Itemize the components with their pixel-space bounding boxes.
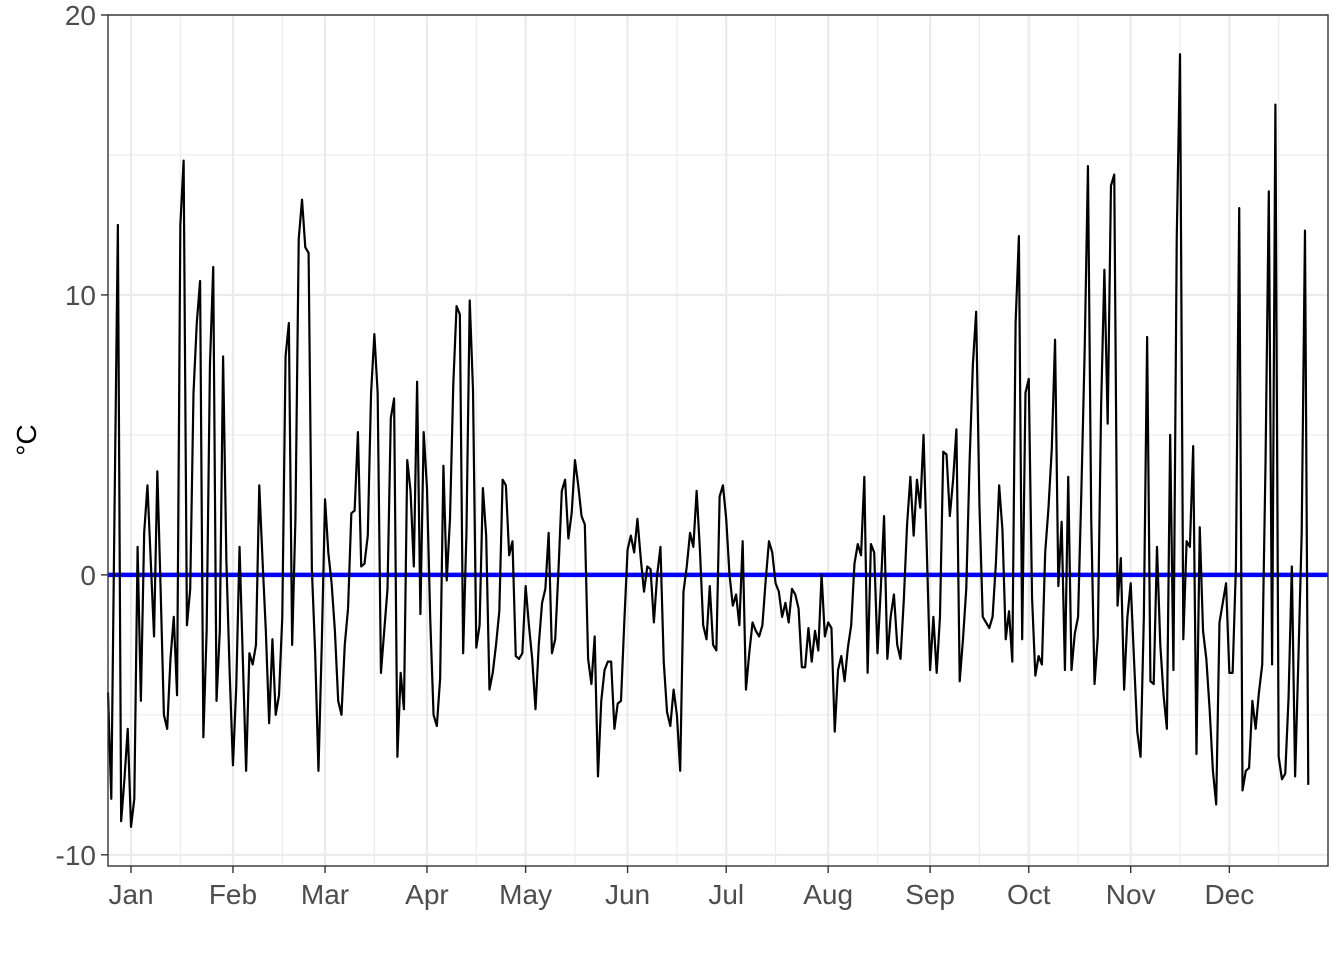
x-tick-label: Mar [301,879,349,910]
panel-border [107,14,1329,867]
x-tick-label: Sep [905,879,955,910]
x-axis-ticks: Jan Feb Mar Apr May Jun Jul Aug Sep Oct Nov Dec [108,866,1254,910]
x-tick-label: Oct [1007,879,1051,910]
x-tick-label: Aug [803,879,853,910]
x-tick-label: Jun [605,879,650,910]
y-tick-label: 10 [65,280,96,311]
x-tick-label: Dec [1204,879,1254,910]
x-tick-label: Apr [405,879,449,910]
minor-gridlines [108,15,1328,866]
x-tick-label: Feb [209,879,257,910]
y-tick-label: 0 [80,560,96,591]
x-tick-label: Jul [708,879,744,910]
y-axis-ticks: -10 0 10 20 [56,0,108,871]
x-tick-label: Jan [108,879,153,910]
x-tick-label: Nov [1106,879,1156,910]
y-tick-label: -10 [56,840,96,871]
x-tick-label: May [499,879,552,910]
y-tick-label: 20 [65,0,96,31]
y-axis-title: °C [11,424,42,455]
temperature-series-line [106,53,1310,828]
